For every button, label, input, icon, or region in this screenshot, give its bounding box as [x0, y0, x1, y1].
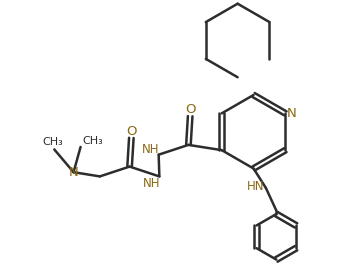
- Text: HN: HN: [246, 179, 264, 193]
- Text: CH₃: CH₃: [83, 136, 103, 146]
- Text: CH₃: CH₃: [42, 137, 63, 147]
- Text: N: N: [287, 107, 297, 120]
- Text: NH: NH: [143, 177, 160, 190]
- Text: N: N: [69, 166, 78, 179]
- Text: O: O: [126, 125, 137, 138]
- Text: O: O: [185, 103, 196, 116]
- Text: NH: NH: [142, 143, 160, 156]
